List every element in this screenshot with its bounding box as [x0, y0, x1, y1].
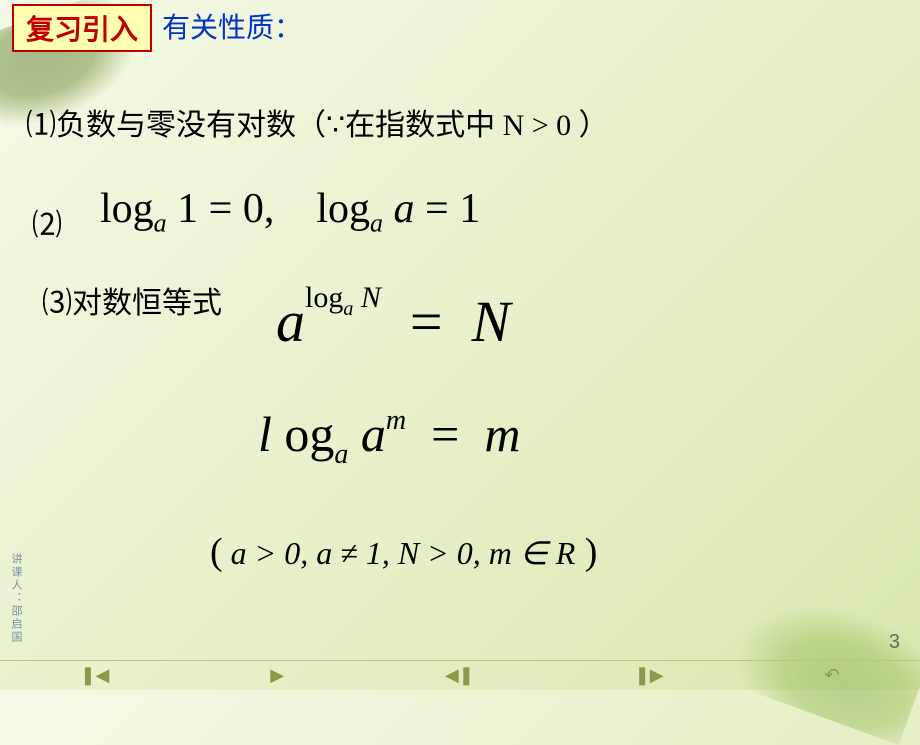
nav-first-button[interactable]: ❚◀: [80, 665, 109, 686]
eq4: =: [406, 406, 484, 462]
point-1-num: ⑴: [26, 109, 56, 142]
exp-log: log: [305, 281, 343, 314]
nav-play-button[interactable]: ▶: [270, 665, 284, 686]
nav-next-button[interactable]: ❚▶: [635, 665, 664, 686]
nav-bar: ❚◀ ▶ ◀❚ ❚▶ ↶: [0, 660, 920, 690]
leaf-decoration-bottom: [673, 475, 920, 745]
condition-line: ( a > 0, a ≠ 1, N > 0, m ∈ R ): [210, 530, 597, 574]
close-paren: ): [575, 531, 597, 573]
log-sub-a-2: a: [370, 208, 383, 237]
eq: =: [209, 186, 233, 232]
exp-sub-a: a: [343, 298, 353, 320]
eq2: =: [425, 186, 449, 232]
exponent-group: loga N: [305, 281, 381, 314]
one2: 1: [449, 186, 481, 232]
section-title: 有关性质：: [162, 6, 302, 46]
sup-m: m: [386, 405, 406, 436]
og: og: [284, 406, 334, 462]
nav-prev-button[interactable]: ◀❚: [445, 665, 474, 686]
gap: [274, 186, 316, 232]
point-1-text2: 在指数式中 N > 0 ）: [345, 109, 609, 142]
eq3: =: [381, 289, 472, 354]
page-number: 3: [889, 631, 900, 654]
a: a: [383, 186, 425, 232]
section-badge: 复习引入: [12, 4, 152, 52]
zero: 0,: [232, 186, 274, 232]
open-paren: (: [210, 531, 223, 573]
nav-return-button[interactable]: ↶: [824, 665, 839, 686]
cond-body: a > 0, a ≠ 1, N > 0, m ∈ R: [223, 535, 576, 571]
point-2-num: ⑵: [32, 200, 62, 244]
lecturer-text: 讲课人：邵启国: [8, 553, 24, 644]
big-N: N: [472, 289, 511, 354]
a2: a: [361, 406, 386, 462]
point-1: ⑴负数与零没有对数（∵在指数式中 N > 0 ）: [26, 100, 609, 144]
exp-N: N: [353, 281, 381, 314]
l: l: [258, 406, 284, 462]
log-text: log: [100, 186, 154, 232]
log-text-2: log: [316, 186, 370, 232]
formula-a-logN: aloga N = N: [276, 288, 510, 355]
because-symbol: ∵: [326, 109, 345, 142]
sub-a: a: [334, 439, 348, 470]
sp: [348, 406, 361, 462]
formula-log-am: l oga am = m: [258, 405, 520, 463]
point-3-num: ⑶: [42, 287, 72, 320]
base-a: a: [276, 289, 305, 354]
point-3-text: 对数恒等式: [72, 287, 222, 320]
point-3: ⑶对数恒等式: [42, 278, 222, 322]
one: 1: [167, 186, 209, 232]
m: m: [484, 406, 520, 462]
log-sub-a: a: [154, 208, 167, 237]
formula-log1-0: loga 1 = 0, loga a = 1: [100, 185, 480, 238]
point-1-text: 负数与零没有对数（: [56, 109, 326, 142]
